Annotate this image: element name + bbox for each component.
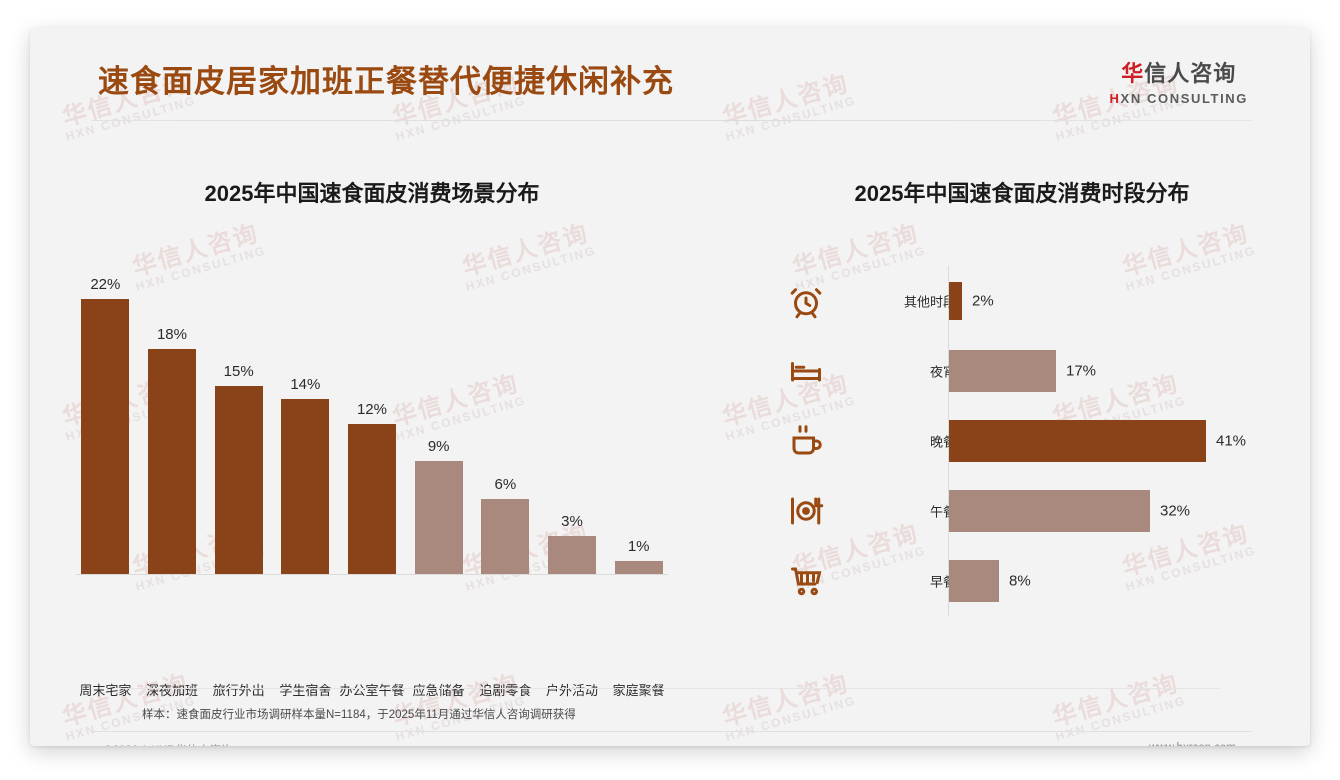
scenario-bar-group[interactable]: 14% 学生宿舍 [272, 274, 339, 698]
daypart-bar-value: 2% [972, 292, 994, 310]
footnote-divider [120, 688, 1220, 689]
scenario-bar-group[interactable]: 18% 深夜加班 [139, 274, 206, 698]
scenario-bar-label: 深夜加班 [145, 683, 198, 698]
scenario-bar[interactable] [614, 561, 663, 574]
daypart-row[interactable]: 午餐 32% [772, 476, 1272, 546]
scenario-bar-value: 3% [561, 513, 583, 530]
scenario-bar[interactable] [547, 536, 596, 574]
scenario-bar-label: 学生宿舍 [279, 683, 332, 698]
daypart-bar-value: 32% [1160, 502, 1191, 520]
scenario-bar-value: 9% [427, 438, 450, 455]
footer-copyright: ©2026.1 HXR华信人咨询 [104, 742, 233, 746]
scenario-bar[interactable] [347, 424, 396, 574]
daypart-bar-value: 41% [1216, 432, 1247, 450]
slide-header: 速食面皮居家加班正餐替代便捷休闲补充 华信人咨询 HXN CONSULTING [30, 28, 1310, 121]
plate-cutlery-icon [788, 493, 824, 529]
daypart-row[interactable]: 晚餐 41% [772, 406, 1272, 476]
scenario-bar-group[interactable]: 1% 家庭聚餐 [605, 274, 672, 698]
daypart-bar-value: 17% [1066, 362, 1097, 380]
footnote: 样本：速食面皮行业市场调研样本量N=1184，于2025年11月通过华信人咨询调… [142, 709, 576, 721]
logo-english-accent: H [1109, 91, 1121, 106]
header-divider [92, 120, 1252, 121]
scenario-bar[interactable] [481, 499, 530, 574]
scenario-bar-value: 12% [356, 401, 387, 418]
scenario-bar[interactable] [414, 461, 463, 574]
scenario-bar-group[interactable]: 12% 办公室午餐 [339, 274, 406, 698]
scenario-bar-value: 18% [156, 326, 187, 343]
daypart-bar[interactable] [949, 350, 1056, 392]
scenario-bar-label: 周末宅家 [79, 683, 132, 698]
daypart-chart-panel: 2025年中国速食面皮消费时段分布 其他时段 2% 夜宵 17% 晚餐 41% 午餐 32% 早… [772, 176, 1272, 646]
scenario-bar-label: 追剧零食 [479, 683, 532, 698]
scenario-bar[interactable] [214, 386, 263, 574]
daypart-bar-value: 8% [1009, 572, 1031, 590]
scenario-bar-label: 旅行外出 [212, 683, 265, 698]
scenario-bar[interactable] [147, 349, 196, 574]
footer-divider [92, 731, 1252, 732]
scenario-bar-label: 应急储备 [412, 683, 465, 698]
shopping-cart-icon [788, 563, 824, 599]
scenario-bar-value: 1% [627, 538, 650, 555]
daypart-row[interactable]: 夜宵 17% [772, 336, 1272, 406]
scenario-bar-value: 6% [494, 476, 517, 493]
daypart-chart-title: 2025年中国速食面皮消费时段分布 [854, 181, 1190, 206]
logo-english-rest: XN CONSULTING [1120, 91, 1248, 106]
logo-chinese-rest: 信人咨询 [1144, 61, 1237, 86]
logo-chinese: 华信人咨询 [1110, 56, 1248, 88]
scenario-chart-plot: 22% 周末宅家 18% 深夜加班 15% 旅行外出 14% 学生宿舍 12% 办公室午餐 9% 应急… [72, 274, 672, 698]
logo-chinese-accent: 华 [1121, 61, 1145, 86]
daypart-row[interactable]: 其他时段 2% [772, 266, 1272, 336]
page-title: 速食面皮居家加班正餐替代便捷休闲补充 [98, 64, 674, 99]
scenario-chart-title: 2025年中国速食面皮消费场景分布 [204, 181, 540, 206]
scenario-bar[interactable] [281, 399, 330, 574]
bed-icon [788, 353, 824, 389]
brand-logo: 华信人咨询 HXN CONSULTING [1110, 56, 1248, 106]
scenario-bar-label: 户外活动 [545, 683, 598, 698]
alarm-clock-icon [788, 283, 824, 319]
daypart-bar[interactable] [949, 560, 999, 602]
daypart-chart-plot: 其他时段 2% 夜宵 17% 晚餐 41% 午餐 32% 早餐 8% [772, 266, 1272, 616]
daypart-bar[interactable] [949, 282, 962, 320]
daypart-row-label: 其他时段 [903, 294, 956, 310]
scenario-chart-panel: 2025年中国速食面皮消费场景分布 22% 周末宅家 18% 深夜加班 15% 旅行外出 1… [72, 176, 672, 698]
scenario-bar-value: 15% [223, 363, 254, 380]
scenario-bar-group[interactable]: 22% 周末宅家 [72, 274, 139, 698]
scenario-bar-group[interactable]: 3% 户外活动 [539, 274, 606, 698]
scenario-bar-label: 家庭聚餐 [612, 683, 665, 698]
logo-english: HXN CONSULTING [1110, 91, 1248, 106]
daypart-chart-axis [948, 266, 949, 616]
coffee-cup-icon [788, 423, 824, 459]
daypart-bar[interactable] [949, 490, 1150, 532]
daypart-row[interactable]: 早餐 8% [772, 546, 1272, 616]
footer-website[interactable]: www.hxrcon.com [1149, 742, 1236, 746]
scenario-bar-group[interactable]: 9% 应急储备 [405, 274, 472, 698]
scenario-bar-value: 22% [90, 276, 121, 293]
scenario-bar-value: 14% [290, 376, 321, 393]
scenario-bar[interactable] [81, 299, 130, 574]
slide-card: 华信人咨询 HXN CONSULTING 华信人咨询 HXN CONSULTING 华信… [30, 28, 1310, 746]
daypart-bar[interactable] [949, 420, 1206, 462]
scenario-bar-group[interactable]: 6% 追剧零食 [472, 274, 539, 698]
scenario-bar-label: 办公室午餐 [339, 683, 405, 698]
scenario-bar-group[interactable]: 15% 旅行外出 [205, 274, 272, 698]
scenario-chart-axis [76, 574, 668, 575]
